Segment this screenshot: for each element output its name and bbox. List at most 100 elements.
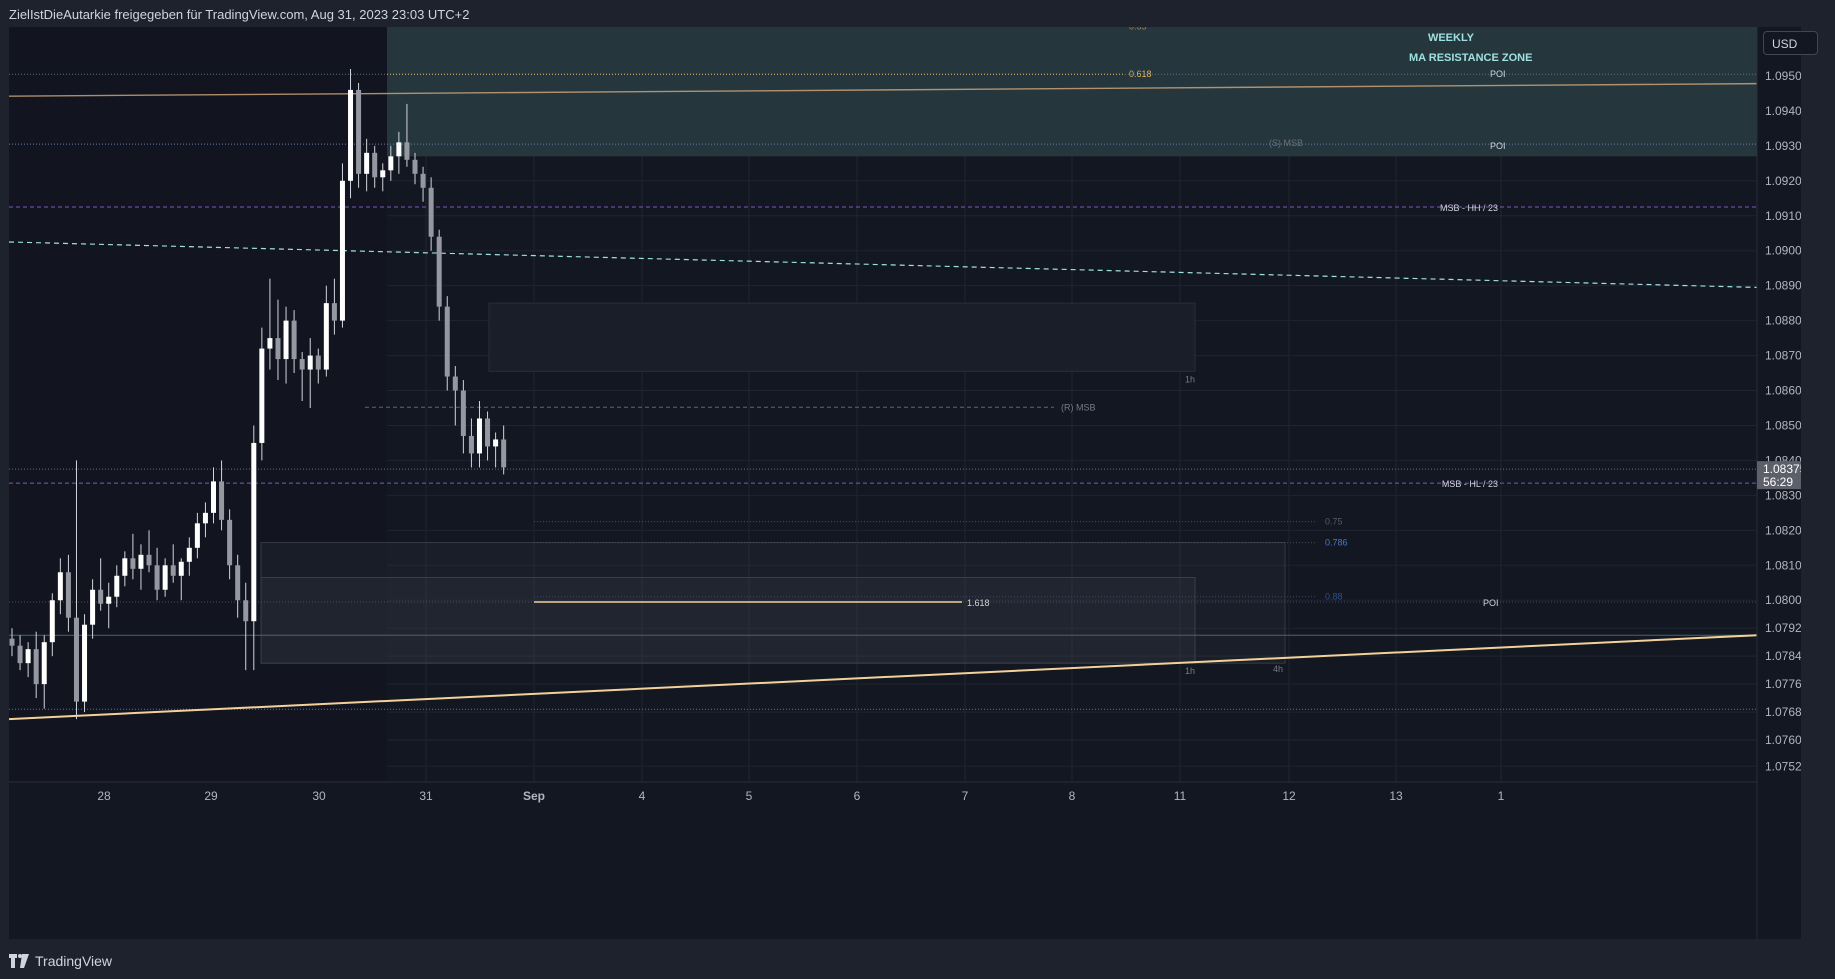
y-tick-label: 1.08300 — [1765, 488, 1801, 502]
candle-body — [299, 359, 305, 370]
candle-body — [243, 600, 249, 622]
currency-button[interactable]: USD — [1763, 31, 1818, 55]
candle-body — [17, 645, 23, 664]
candle-body — [420, 173, 426, 188]
x-tick-label: 12 — [1282, 789, 1296, 803]
x-tick-label: 6 — [854, 789, 861, 803]
candle-body — [202, 512, 208, 524]
candle-body — [178, 561, 184, 576]
order-block-1h-upper — [488, 302, 1196, 372]
candle-body — [476, 418, 482, 454]
candle-body — [57, 572, 63, 601]
y-tick-label: 1.08200 — [1765, 523, 1801, 537]
candle-body — [138, 554, 144, 569]
candle-body — [186, 547, 192, 562]
candle-body — [275, 338, 281, 360]
fib-0786-label: 0.786 — [1325, 538, 1348, 548]
y-tick-label: 1.08600 — [1765, 384, 1801, 398]
candle-body — [33, 649, 39, 685]
candle-body — [323, 303, 329, 370]
weekly-ma-dashed-line — [8, 241, 1758, 289]
candle-body — [259, 348, 265, 443]
x-tick-label: 4 — [639, 789, 646, 803]
x-tick-label: 30 — [312, 789, 326, 803]
y-tick-label: 1.07680 — [1765, 705, 1801, 719]
r-msb-label: (R) MSB — [1061, 402, 1096, 412]
candle-body — [106, 596, 112, 604]
candle-body — [428, 187, 434, 237]
x-axis: 28 29 30 31 Sep 4 5 6 7 8 11 12 13 1 — [9, 781, 1757, 803]
candle-body — [73, 617, 79, 702]
fib-1618-label: 1.618 — [967, 598, 990, 608]
poi-low-label: POI — [1483, 598, 1499, 608]
candle-body — [194, 523, 200, 548]
candle-body — [404, 142, 410, 160]
candle-body — [211, 481, 216, 513]
y-tick-label: 1.08900 — [1765, 279, 1801, 293]
rising-trend-line — [8, 634, 1758, 721]
candle-body — [98, 589, 104, 604]
current-price-badge — [1757, 461, 1801, 490]
tradingview-branding[interactable]: TradingView — [9, 953, 112, 969]
candle-body — [219, 481, 225, 520]
candle-body — [460, 390, 466, 436]
poi-top-label: POI — [1490, 69, 1506, 79]
y-tick-label: 1.08500 — [1765, 418, 1801, 432]
candle-body — [364, 152, 370, 174]
candle-body — [170, 565, 176, 576]
fib-075-label: 0.75 — [1325, 517, 1343, 527]
timeframe-1h-upper-label: 1h — [1185, 374, 1195, 384]
candle-body — [501, 439, 507, 468]
candle-body — [291, 320, 297, 360]
candle-body — [412, 159, 418, 174]
candle-body — [331, 303, 337, 321]
candle-body — [90, 589, 96, 625]
y-axis: 1.09500 1.09400 1.09300 1.09200 1.09100 1.090… — [1756, 27, 1809, 939]
ma-resistance-zone-label: MA RESISTANCE ZONE — [1409, 52, 1532, 64]
candle-body — [25, 649, 31, 664]
fib-088-label: 0.88 — [1325, 592, 1343, 602]
candle-body — [154, 565, 160, 590]
price-chart[interactable]: WEEKLY MA RESISTANCE ZONE 0.65 0.618 POI (S) … — [8, 21, 1809, 939]
candle-body — [146, 554, 152, 566]
chart-frame[interactable]: WEEKLY MA RESISTANCE ZONE 0.65 0.618 POI (S) … — [8, 21, 1809, 939]
y-tick-label: 1.07840 — [1765, 649, 1801, 663]
y-tick-label: 1.09300 — [1765, 139, 1801, 153]
candle-body — [227, 519, 233, 566]
y-tick-label: 1.09500 — [1765, 69, 1801, 83]
x-tick-label: 31 — [419, 789, 433, 803]
x-tick-label: 11 — [1174, 789, 1187, 803]
y-tick-label: 1.07760 — [1765, 677, 1801, 691]
candle-body — [396, 142, 402, 157]
y-tick-label: 1.07920 — [1765, 621, 1801, 635]
fib-0618-label: 0.618 — [1129, 69, 1152, 79]
dark-background-region — [9, 27, 387, 782]
fib-065-label: 0.65 — [1129, 27, 1147, 31]
candle-body — [251, 442, 257, 622]
candle-body — [380, 170, 386, 178]
candle-body — [283, 320, 289, 360]
candle-body — [307, 355, 313, 370]
candle-body — [122, 558, 128, 576]
x-tick-label: 7 — [962, 789, 969, 803]
tradingview-logo-icon — [9, 954, 29, 968]
candle-body — [41, 642, 47, 685]
x-tick-label: Sep — [523, 789, 545, 803]
x-tick-label: 13 — [1389, 789, 1403, 803]
candle-body — [65, 572, 71, 618]
candle-body — [315, 355, 321, 370]
candle-body — [372, 152, 378, 178]
y-tick-label: 1.07600 — [1765, 733, 1801, 747]
y-tick-label: 1.08000 — [1765, 593, 1801, 607]
ma-resistance-line — [8, 82, 1758, 97]
y-tick-label: 1.09200 — [1765, 174, 1801, 188]
candle-body — [49, 600, 55, 643]
candle-body — [267, 338, 273, 349]
lines-layer — [8, 25, 1758, 721]
msb-hl-label: MSB - HL / 23 — [1442, 479, 1498, 489]
timeframe-4h-label: 4h — [1273, 664, 1283, 674]
x-tick-label: 5 — [746, 789, 753, 803]
candle-body — [162, 565, 168, 590]
candle-body — [348, 89, 354, 181]
